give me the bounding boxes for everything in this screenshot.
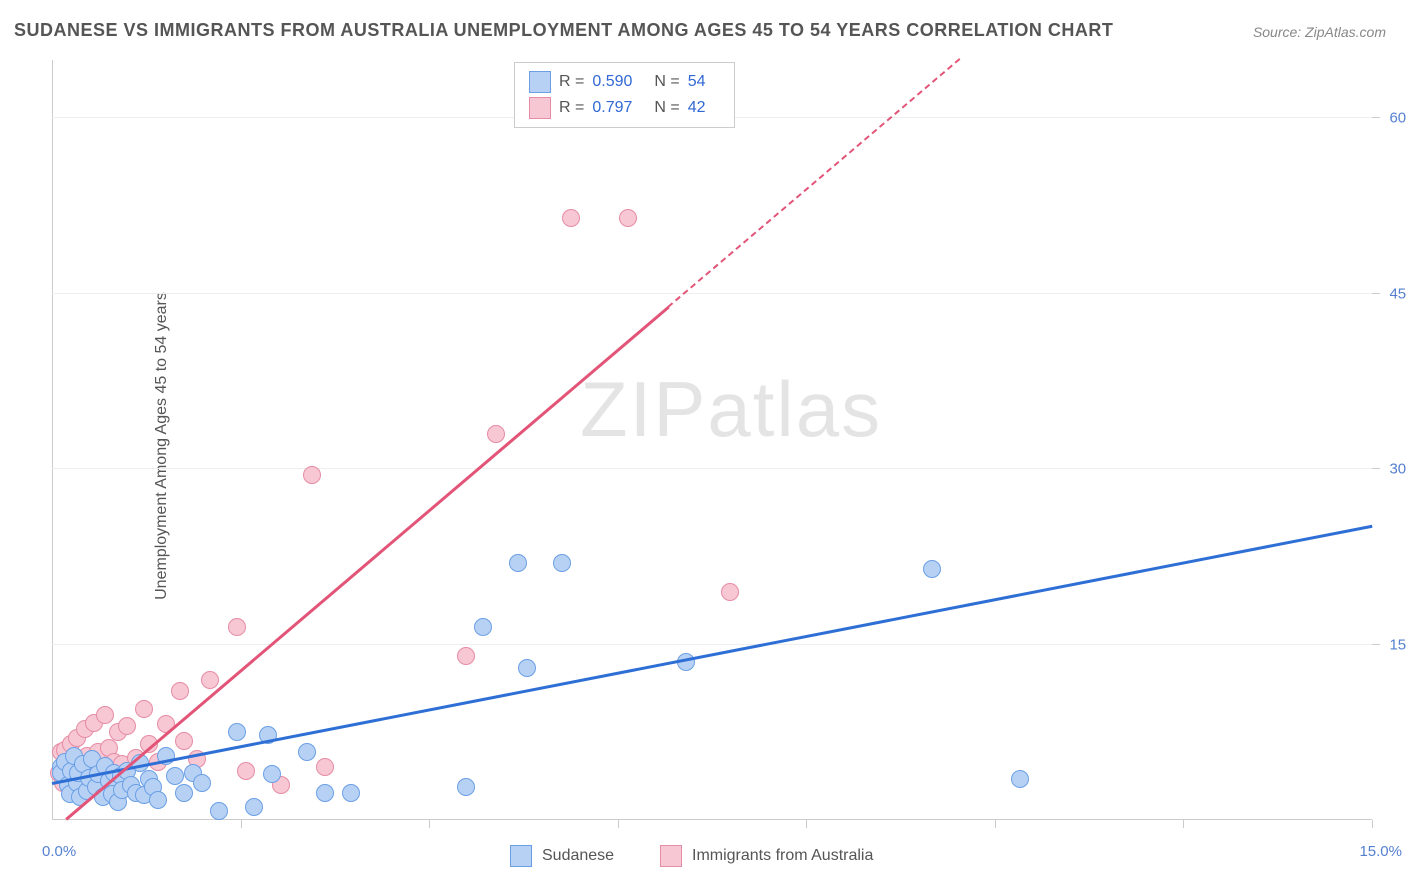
stats-n-value-sudanese: 54 [688, 69, 706, 95]
correlation-stats-box: R = 0.590 N = 54 R = 0.797 N = 42 [514, 62, 735, 128]
y-tick-mark [1372, 468, 1380, 469]
y-tick-label: 45.0% [1389, 285, 1406, 302]
bottom-axis [52, 819, 1372, 820]
data-point-australia [201, 671, 219, 689]
data-point-australia [487, 425, 505, 443]
data-point-sudanese [245, 798, 263, 816]
x-tick-mark [241, 820, 242, 828]
stats-n-label: N = [654, 69, 679, 95]
x-axis-label-x-origin: 0.0% [42, 843, 76, 860]
data-point-sudanese [553, 554, 571, 572]
stats-n-value-australia: 42 [688, 95, 706, 121]
data-point-sudanese [923, 560, 941, 578]
stats-r-label: R = [559, 95, 584, 121]
x-tick-mark [995, 820, 996, 828]
x-tick-mark [806, 820, 807, 828]
chart-title: SUDANESE VS IMMIGRANTS FROM AUSTRALIA UN… [14, 20, 1113, 41]
data-point-sudanese [193, 774, 211, 792]
data-point-australia [171, 682, 189, 700]
stats-r-label: R = [559, 69, 584, 95]
data-point-sudanese [149, 791, 167, 809]
data-point-australia [135, 700, 153, 718]
y-tick-mark [1372, 293, 1380, 294]
y-tick-mark [1372, 644, 1380, 645]
legend-label-sudanese: Sudanese [542, 847, 614, 865]
y-tick-mark [1372, 117, 1380, 118]
data-point-sudanese [210, 802, 228, 820]
legend-swatch-sudanese [510, 845, 532, 867]
y-tick-label: 15.0% [1389, 636, 1406, 653]
data-point-australia [118, 717, 136, 735]
stats-swatch-sudanese [529, 71, 551, 93]
data-point-sudanese [175, 784, 193, 802]
data-point-sudanese [166, 767, 184, 785]
x-tick-mark [618, 820, 619, 828]
data-point-australia [175, 732, 193, 750]
data-point-australia [316, 758, 334, 776]
data-point-australia [237, 762, 255, 780]
data-point-sudanese [474, 618, 492, 636]
stats-n-label: N = [654, 95, 679, 121]
data-point-australia [228, 618, 246, 636]
data-point-sudanese [457, 778, 475, 796]
trend-line-australia [65, 306, 669, 820]
y-gridline [52, 468, 1372, 469]
y-tick-label: 60.0% [1389, 110, 1406, 127]
left-axis [52, 60, 53, 820]
data-point-sudanese [263, 765, 281, 783]
data-point-sudanese [342, 784, 360, 802]
stats-r-value-australia: 0.797 [592, 95, 632, 121]
data-point-sudanese [509, 554, 527, 572]
legend-sudanese: Sudanese [510, 845, 614, 867]
source-credit: Source: ZipAtlas.com [1253, 24, 1386, 40]
y-tick-label: 30.0% [1389, 461, 1406, 478]
legend-label-australia: Immigrants from Australia [692, 847, 873, 865]
data-point-sudanese [298, 743, 316, 761]
x-tick-mark [429, 820, 430, 828]
stats-swatch-australia [529, 97, 551, 119]
data-point-australia [303, 466, 321, 484]
y-gridline [52, 293, 1372, 294]
stats-r-value-sudanese: 0.590 [592, 69, 632, 95]
y-gridline [52, 644, 1372, 645]
data-point-australia [96, 706, 114, 724]
data-point-sudanese [228, 723, 246, 741]
data-point-sudanese [316, 784, 334, 802]
data-point-australia [619, 209, 637, 227]
legend-australia: Immigrants from Australia [660, 845, 873, 867]
data-point-sudanese [1011, 770, 1029, 788]
stats-row-australia: R = 0.797 N = 42 [529, 95, 720, 121]
x-axis-label-x-max: 15.0% [1359, 843, 1402, 860]
data-point-australia [562, 209, 580, 227]
x-tick-mark [1372, 820, 1373, 828]
data-point-sudanese [518, 659, 536, 677]
data-point-australia [721, 583, 739, 601]
x-tick-mark [1183, 820, 1184, 828]
stats-row-sudanese: R = 0.590 N = 54 [529, 69, 720, 95]
legend-swatch-australia [660, 845, 682, 867]
scatter-plot-area: ZIPatlas 15.0%30.0%45.0%60.0%0.0%15.0% [52, 60, 1372, 820]
data-point-australia [457, 647, 475, 665]
trend-line-sudanese [52, 525, 1372, 785]
watermark: ZIPatlas [580, 364, 882, 455]
